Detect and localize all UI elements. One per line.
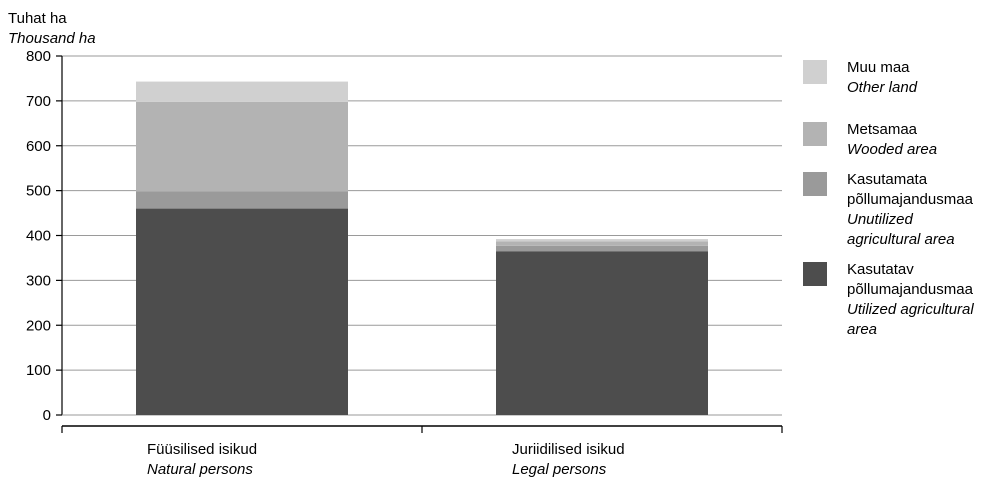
y-tick-label: 0 xyxy=(43,407,51,424)
y-tick-label: 200 xyxy=(26,317,51,334)
legend-item-wooded-area: Metsamaa Wooded area xyxy=(800,120,1000,160)
legend-swatch xyxy=(803,60,827,84)
legend-label-en: Other land xyxy=(847,79,918,96)
y-tick-label: 100 xyxy=(26,362,51,379)
legend-label-en: agricultural area xyxy=(847,231,955,248)
y-axis-label-en: Thousand ha xyxy=(8,30,96,47)
legend-label-en: Utilized agricultural xyxy=(847,301,974,318)
legend-label-et: põllumajandusmaa xyxy=(847,191,973,208)
x-category-label-et: Füüsilised isikud xyxy=(147,441,258,458)
y-tick-label: 400 xyxy=(26,228,51,245)
legend-label-et: Muu maa xyxy=(847,59,910,76)
x-category-label-natural-persons: Füüsilised isikud Natural persons xyxy=(147,440,347,480)
bar-segment-4 xyxy=(496,239,708,242)
bar-segment-1 xyxy=(496,251,708,415)
legend-label-et: Kasutatav xyxy=(847,261,914,278)
legend-swatch xyxy=(803,262,827,286)
bar-segment-2 xyxy=(496,245,708,252)
legend-label-et: Kasutamata xyxy=(847,171,928,188)
legend-label-et: põllumajandusmaa xyxy=(847,281,973,298)
legend-swatch xyxy=(803,122,827,146)
legend-label-en: Wooded area xyxy=(847,141,938,158)
legend-item-unutilized-agricultural-area: Kasutamata põllumajandusmaa Unutilized a… xyxy=(800,170,1000,250)
y-tick-label: 700 xyxy=(26,93,51,110)
legend-label-en: area xyxy=(847,321,878,338)
bar-segment-4 xyxy=(136,81,348,102)
legend-label-et: Metsamaa xyxy=(847,121,918,138)
bar-segment-1 xyxy=(136,208,348,415)
y-axis-label-et: Tuhat ha xyxy=(8,10,67,27)
y-axis-title: Tuhat ha Thousand ha xyxy=(8,9,96,49)
legend: Muu maa Other land Metsamaa Wooded area … xyxy=(800,58,1000,350)
x-category-label-en: Legal persons xyxy=(512,461,607,478)
bar-segment-3 xyxy=(496,241,708,246)
y-tick-label: 800 xyxy=(26,48,51,65)
legend-item-utilized-agricultural-area: Kasutatav põllumajandusmaa Utilized agri… xyxy=(800,260,1000,340)
bar-segment-2 xyxy=(136,191,348,209)
y-tick-label: 300 xyxy=(26,272,51,289)
x-category-label-en: Natural persons xyxy=(147,461,253,478)
legend-item-other-land: Muu maa Other land xyxy=(800,58,1000,98)
y-tick-label: 600 xyxy=(26,138,51,155)
x-category-label-et: Juriidilised isikud xyxy=(512,441,625,458)
y-tick-label: 500 xyxy=(26,183,51,200)
x-category-label-legal-persons: Juriidilised isikud Legal persons xyxy=(512,440,712,480)
legend-swatch xyxy=(803,172,827,196)
legend-label-en: Unutilized xyxy=(847,211,913,228)
bar-segment-3 xyxy=(136,101,348,192)
